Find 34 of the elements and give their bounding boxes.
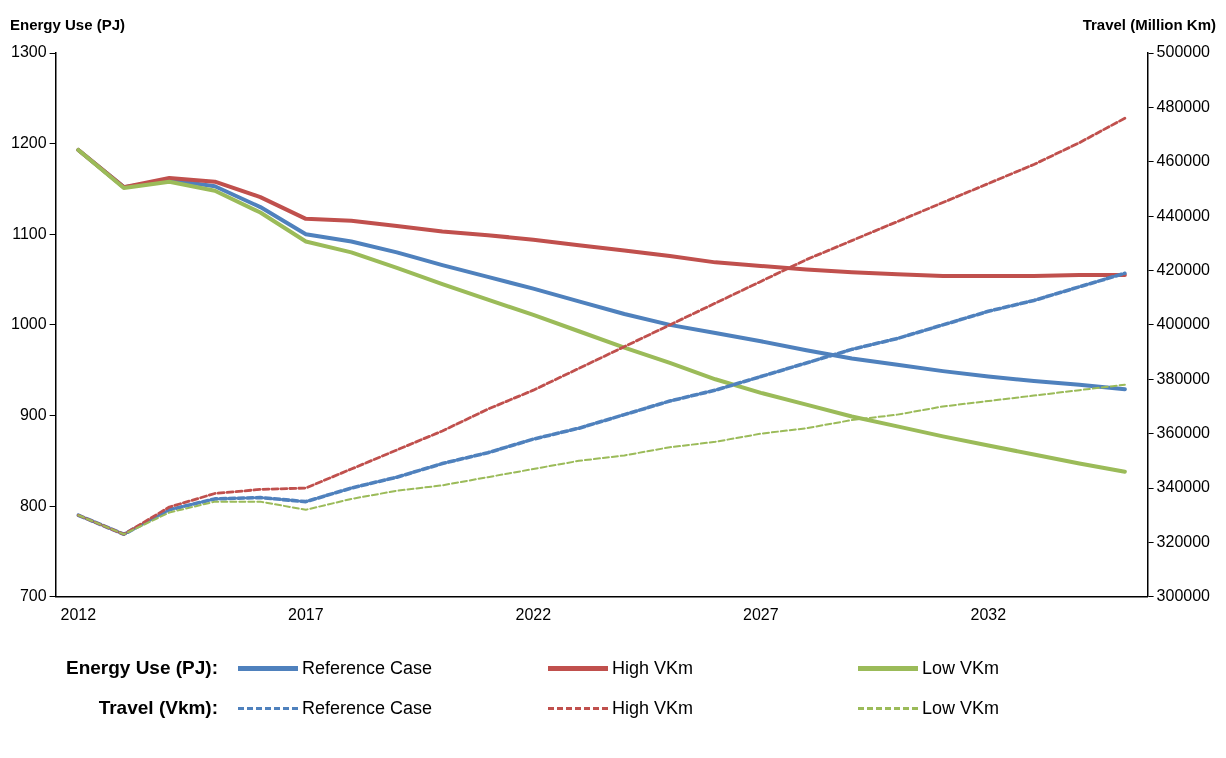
x-tick-label: 2017 <box>288 605 324 623</box>
x-tick-label: 2012 <box>60 605 97 623</box>
y2-tick-label: 300000 <box>1156 587 1211 605</box>
y-tick-label: 900 <box>19 405 47 423</box>
text: Energy Use (PJ): <box>64 657 219 679</box>
y2-tick-label: 400000 <box>1156 315 1211 333</box>
y2-tick-label: 340000 <box>1156 478 1211 496</box>
legend-label: Reference Case <box>302 657 433 679</box>
y2-tick-label: 460000 <box>1156 152 1211 170</box>
legend-label: High VKm <box>612 697 694 719</box>
x-tick-label: 2032 <box>970 605 1007 623</box>
y-tick-label: 1100 <box>12 224 47 242</box>
legend-label: Low VKm <box>922 697 1000 719</box>
y2-axis-title: Travel (Million Km) <box>1082 15 1216 33</box>
y-tick-label: 700 <box>19 587 47 605</box>
y2-tick-label: 360000 <box>1156 424 1211 442</box>
y2-tick-label: 420000 <box>1156 260 1211 278</box>
legend-label: Low VKm <box>922 657 1000 679</box>
y2-tick-label: 500000 <box>1156 43 1211 61</box>
y-tick-label: 800 <box>19 496 47 514</box>
legend-label: Reference Case <box>302 697 433 719</box>
y2-tick-label: 380000 <box>1156 369 1211 387</box>
x-tick-label: 2022 <box>515 605 552 623</box>
y-tick-label: 1300 <box>11 43 47 61</box>
x-tick-label: 2027 <box>743 605 779 623</box>
y2-tick-label: 320000 <box>1156 532 1211 550</box>
y-tick-label: 1200 <box>11 134 47 152</box>
y-tick-label: 1000 <box>11 315 47 333</box>
text: Travel (Vkm): <box>97 697 219 719</box>
y-axis-title: Energy Use (PJ) <box>10 15 126 33</box>
y2-tick-label: 480000 <box>1156 97 1211 115</box>
y2-tick-label: 440000 <box>1156 206 1211 224</box>
line-series <box>76 116 1127 536</box>
legend-label: High VKm <box>612 657 694 679</box>
